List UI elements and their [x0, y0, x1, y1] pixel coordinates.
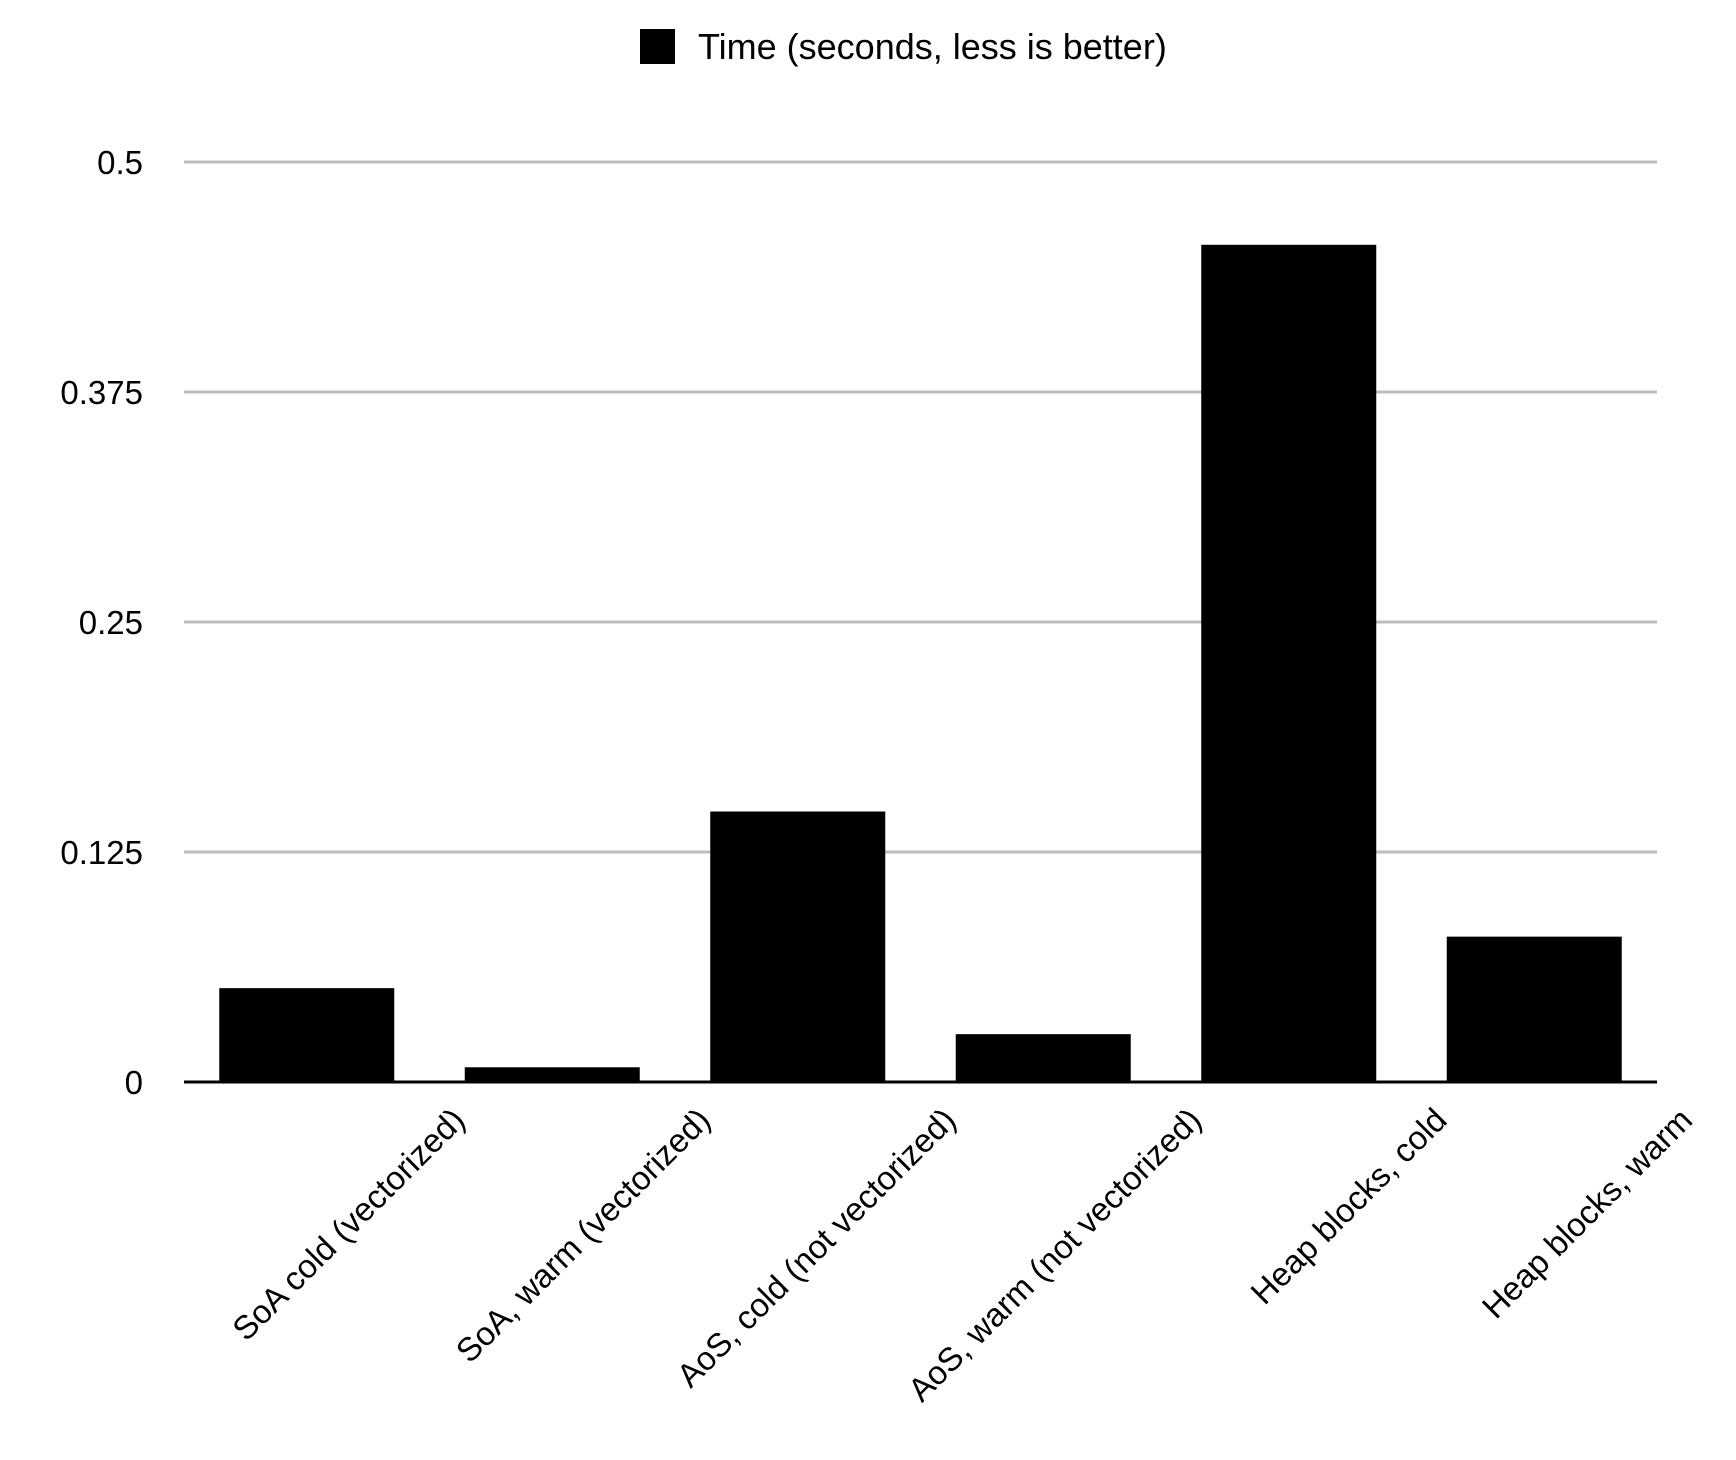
bar: [710, 811, 886, 1082]
y-tick-label: 0.5: [97, 144, 143, 181]
y-tick-label: 0.25: [79, 604, 143, 641]
x-category-label: Heap blocks, cold: [1243, 1101, 1453, 1311]
y-tick-label: 0: [125, 1064, 143, 1101]
x-category-label: AoS, warm (not vectorized): [901, 1101, 1209, 1409]
bar: [464, 1067, 640, 1082]
y-tick-label: 0.375: [60, 374, 143, 411]
bar: [1201, 244, 1377, 1083]
x-category-label: SoA, warm (vectorized): [449, 1101, 718, 1370]
x-axis-category-labels: SoA cold (vectorized)SoA, warm (vectoriz…: [225, 1101, 1699, 1409]
bar: [1446, 936, 1622, 1082]
legend-label: Time (seconds, less is better): [698, 26, 1167, 67]
legend: Time (seconds, less is better): [640, 26, 1167, 67]
x-category-label: AoS, cold (not vectorized): [669, 1101, 962, 1394]
gridlines: [184, 160, 1657, 854]
bar: [955, 1034, 1131, 1082]
y-axis-tick-labels: 0 0.125 0.25 0.375 0.5: [60, 144, 143, 1101]
x-category-label: Heap blocks, warm: [1475, 1101, 1700, 1326]
bar: [219, 988, 395, 1082]
legend-swatch: [640, 29, 675, 64]
bars: [219, 244, 1622, 1083]
y-tick-label: 0.125: [60, 834, 143, 871]
x-category-label: SoA cold (vectorized): [225, 1101, 472, 1348]
